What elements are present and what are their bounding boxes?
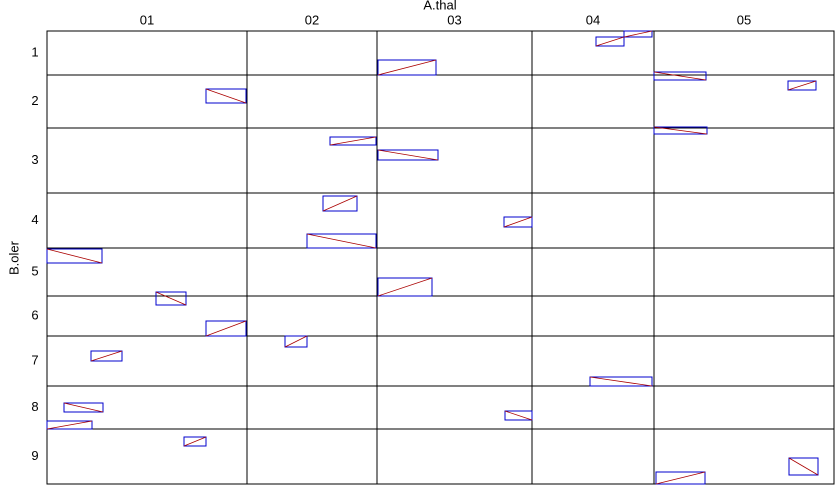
row-label: 7 bbox=[31, 352, 38, 367]
synteny-box bbox=[504, 410, 533, 421]
synteny-line bbox=[589, 376, 653, 387]
synteny-box bbox=[205, 88, 247, 104]
synteny-line bbox=[46, 248, 103, 264]
row-label: 4 bbox=[31, 212, 38, 227]
row-label: 3 bbox=[31, 152, 38, 167]
column-label: 01 bbox=[140, 12, 154, 27]
synteny-line bbox=[155, 291, 187, 306]
synteny-line bbox=[377, 59, 437, 76]
synteny-box bbox=[63, 402, 104, 413]
row-label: 9 bbox=[31, 448, 38, 463]
synteny-line bbox=[503, 216, 533, 228]
synteny-box bbox=[322, 195, 358, 212]
synteny-box bbox=[655, 471, 706, 485]
synteny-line bbox=[205, 320, 247, 337]
synteny-box bbox=[46, 420, 93, 430]
row-label: 1 bbox=[31, 44, 38, 59]
plot-frame bbox=[46, 30, 835, 485]
synteny-box bbox=[589, 376, 653, 387]
synteny-box bbox=[377, 277, 433, 297]
synteny-box bbox=[623, 30, 653, 38]
synteny-box bbox=[653, 126, 708, 135]
synteny-line bbox=[90, 350, 123, 362]
row-label: 5 bbox=[31, 263, 38, 278]
synteny-box bbox=[155, 291, 187, 306]
synteny-box bbox=[205, 320, 247, 337]
synteny-line bbox=[377, 277, 433, 297]
synteny-line bbox=[205, 88, 247, 104]
row-label: 8 bbox=[31, 399, 38, 414]
synteny-box bbox=[787, 80, 817, 91]
synteny-box bbox=[183, 436, 207, 447]
synteny-box bbox=[329, 136, 377, 146]
synteny-box bbox=[503, 216, 533, 228]
synteny-line bbox=[653, 71, 707, 81]
synteny-line bbox=[787, 80, 817, 91]
column-label: 03 bbox=[447, 12, 461, 27]
synteny-box bbox=[306, 233, 377, 249]
synteny-line bbox=[46, 420, 93, 430]
synteny-box bbox=[46, 248, 103, 264]
synteny-line bbox=[63, 402, 104, 413]
synteny-box bbox=[595, 36, 625, 47]
synteny-line bbox=[623, 30, 653, 38]
synteny-box bbox=[377, 149, 439, 161]
synteny-line bbox=[788, 457, 819, 476]
synteny-line bbox=[655, 471, 706, 485]
column-label: 02 bbox=[305, 12, 319, 27]
synteny-box bbox=[788, 457, 819, 476]
column-label: 05 bbox=[737, 12, 751, 27]
row-label: 2 bbox=[31, 93, 38, 108]
synteny-line bbox=[183, 436, 207, 447]
synteny-line bbox=[377, 149, 439, 161]
synteny-line bbox=[329, 136, 377, 146]
row-label: 6 bbox=[31, 307, 38, 322]
synteny-line bbox=[504, 410, 533, 421]
synteny-box bbox=[90, 350, 123, 362]
synteny-line bbox=[306, 233, 377, 249]
synteny-line bbox=[322, 195, 358, 212]
synteny-line bbox=[595, 36, 625, 47]
y-axis-title: B.oler bbox=[6, 240, 21, 275]
synteny-box bbox=[653, 71, 707, 81]
synteny-line bbox=[284, 335, 308, 348]
synteny-box bbox=[377, 59, 437, 76]
x-axis-title: A.thal bbox=[423, 0, 456, 12]
column-label: 04 bbox=[586, 12, 600, 27]
synteny-box bbox=[284, 335, 308, 348]
synteny-line bbox=[653, 126, 708, 135]
